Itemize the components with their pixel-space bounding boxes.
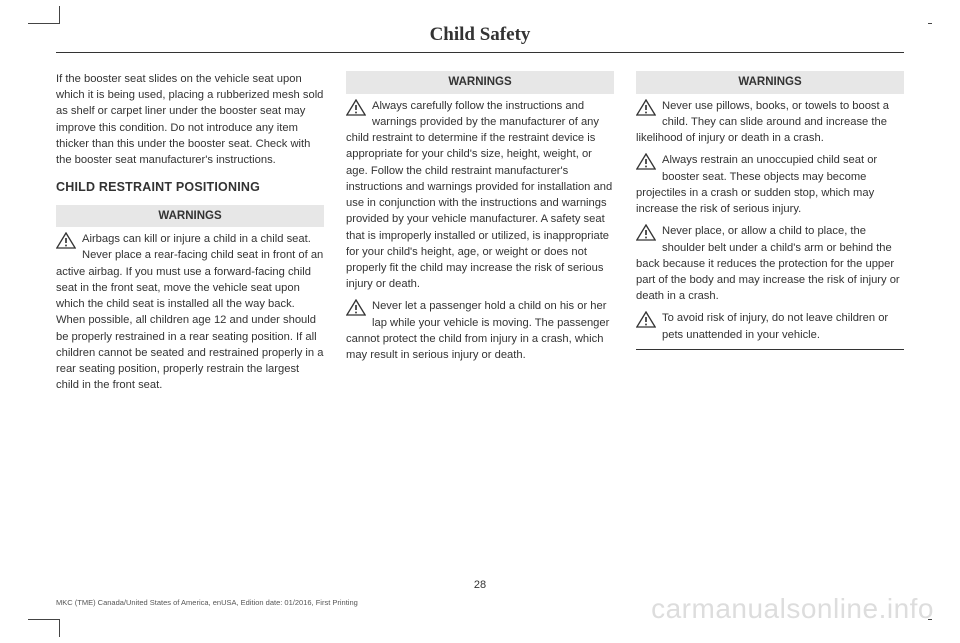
watermark: carmanualsonline.info [651,593,934,625]
warning-text: Never use pillows, books, or towels to b… [636,100,889,144]
warning-text: Never let a passenger hold a child on hi… [346,300,609,361]
warning-item: Never let a passenger hold a child on hi… [346,298,614,363]
warning-item: To avoid risk of injury, do not leave ch… [636,310,904,342]
warning-icon [346,99,366,116]
warnings-header: WARNINGS [636,71,904,94]
warning-icon [56,232,76,249]
footer-line: MKC (TME) Canada/United States of Americ… [56,598,358,607]
warning-item: Airbags can kill or injure a child in a … [56,231,324,393]
warning-item: Always restrain an unoccupied child seat… [636,152,904,217]
warning-text: Airbags can kill or injure a child in a … [56,233,323,391]
columns: If the booster seat slides on the vehicl… [56,71,904,400]
crop-mark-tr [928,6,932,24]
warning-icon [346,299,366,316]
warning-icon [636,153,656,170]
warning-icon [636,99,656,116]
warning-text: Always restrain an unoccupied child seat… [636,154,877,215]
page-title: Child Safety [56,24,904,53]
column-2: WARNINGS Always carefully follow the ins… [346,71,614,400]
crop-mark-bl [28,619,60,637]
warning-icon [636,311,656,328]
warning-item: Never use pillows, books, or towels to b… [636,98,904,147]
warning-text: Always carefully follow the instructions… [346,100,612,291]
column-3: WARNINGS Never use pillows, books, or to… [636,71,904,400]
page-number: 28 [56,579,904,591]
section-heading: CHILD RESTRAINT POSITIONING [56,178,324,196]
warning-item: Never place, or allow a child to place, … [636,223,904,304]
page-content: Child Safety If the booster seat slides … [56,24,904,619]
warning-text: To avoid risk of injury, do not leave ch… [662,312,888,340]
warning-text: Never place, or allow a child to place, … [636,225,900,302]
section-rule [636,349,904,350]
warnings-header: WARNINGS [346,71,614,94]
intro-paragraph: If the booster seat slides on the vehicl… [56,71,324,168]
warning-item: Always carefully follow the instructions… [346,98,614,293]
crop-mark-tl [28,6,60,24]
warning-icon [636,224,656,241]
warnings-header: WARNINGS [56,205,324,228]
column-1: If the booster seat slides on the vehicl… [56,71,324,400]
